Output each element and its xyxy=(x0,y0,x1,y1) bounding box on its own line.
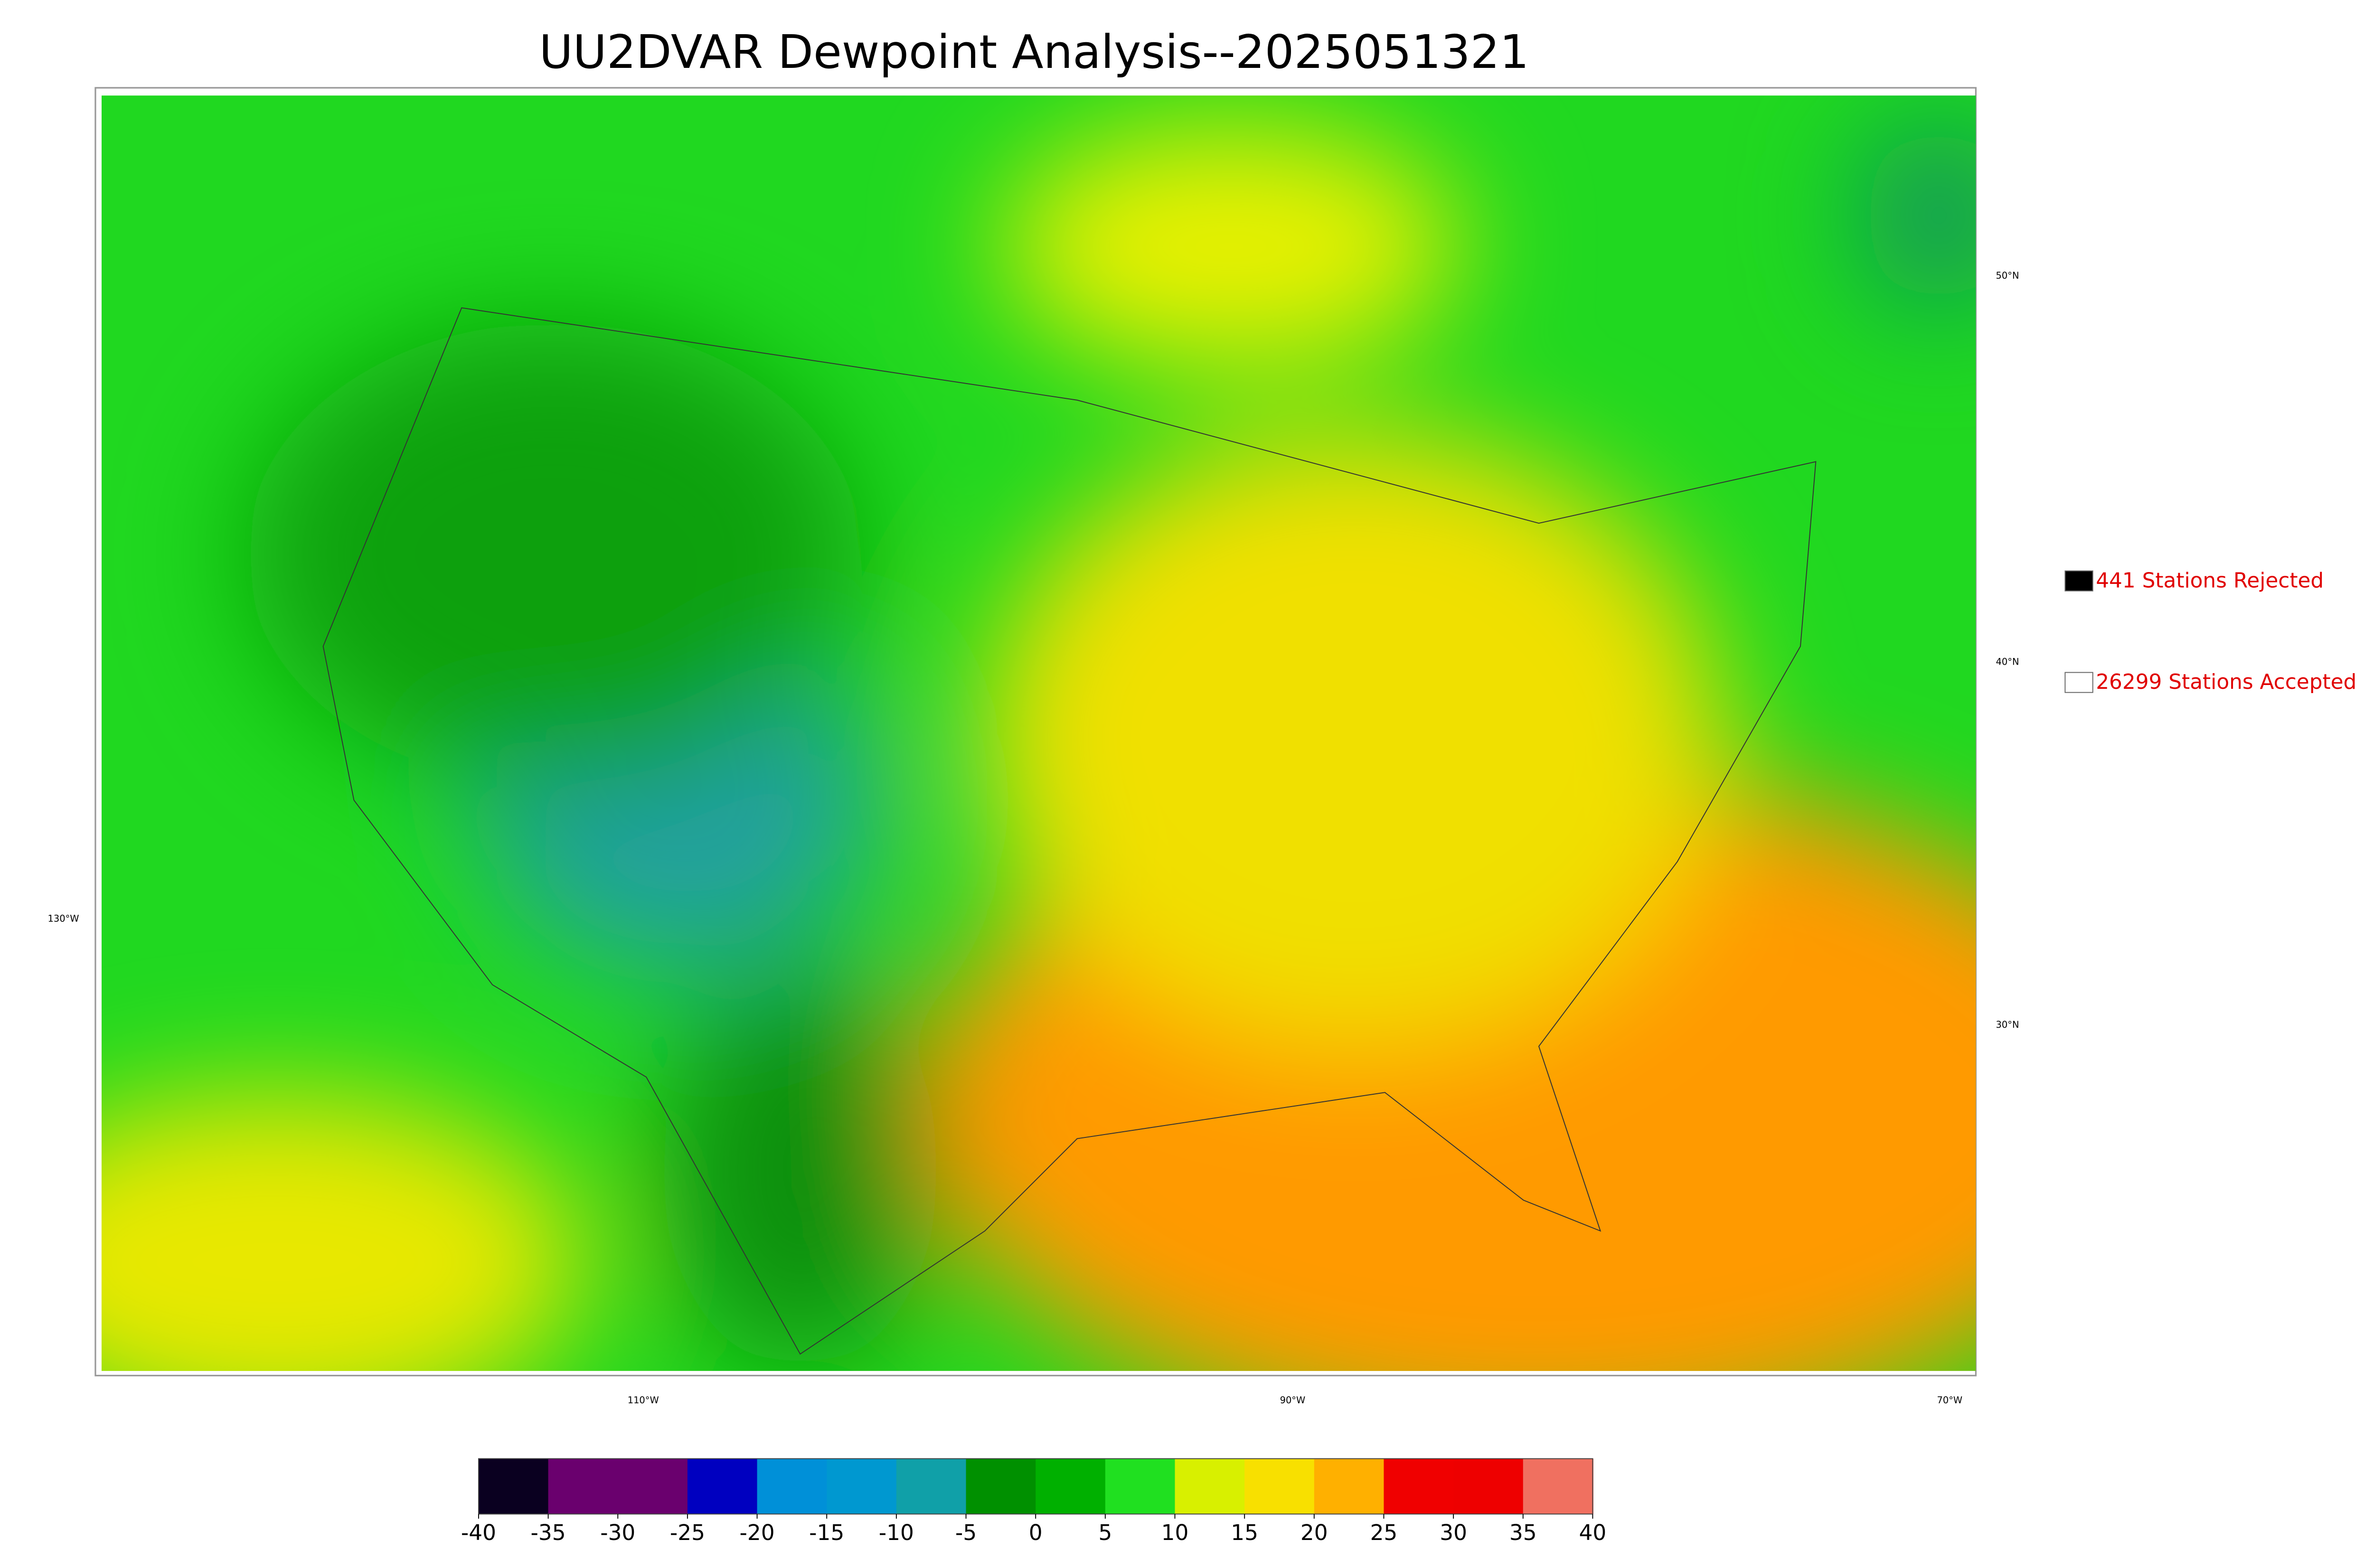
legend-label: 26299 Stations Accepted xyxy=(2096,670,2356,694)
lat-label: 50°N xyxy=(1996,270,2019,281)
colorbar-tick-label: 10 xyxy=(1161,1520,1189,1545)
colorbar-segment xyxy=(687,1458,758,1514)
colorbar-segment xyxy=(1244,1458,1315,1514)
legend-swatch xyxy=(2064,672,2093,693)
colorbar-segment xyxy=(1384,1458,1454,1514)
colorbar-tick-label: 5 xyxy=(1098,1520,1112,1545)
map-field xyxy=(101,95,1976,1371)
colorbar-tick-label: 20 xyxy=(1300,1520,1328,1545)
lon-label: 70°W xyxy=(1937,1395,1962,1406)
colorbar-segment xyxy=(966,1458,1036,1514)
colorbar-tick-label: -15 xyxy=(809,1520,844,1545)
colorbar-segment xyxy=(478,1458,549,1514)
colorbar-tick-label: 0 xyxy=(1029,1520,1043,1545)
title: UU2DVAR Dewpoint Analysis--2025051321 xyxy=(539,25,1529,79)
colorbar-tick-label: -35 xyxy=(531,1520,566,1545)
colorbar-segment xyxy=(757,1458,828,1514)
colorbar-segment xyxy=(548,1458,619,1514)
colorbar-segment xyxy=(1036,1458,1106,1514)
colorbar: -40 -35 -30 -25 -20 -15 -10 -5 0 5 10 15 20 25 30 35 40 xyxy=(461,1458,1607,1545)
colorbar-tick-label: 35 xyxy=(1509,1520,1537,1545)
colorbar-tick-label: -20 xyxy=(740,1520,775,1545)
colorbar-tick-label: -40 xyxy=(461,1520,496,1545)
colorbar-tick-label: -10 xyxy=(879,1520,914,1545)
colorbar-segment xyxy=(1314,1458,1385,1514)
colorbar-segment xyxy=(1105,1458,1176,1514)
colorbar-tick-label: -5 xyxy=(955,1520,977,1545)
colorbar-tick-label: 15 xyxy=(1231,1520,1258,1545)
colorbar-tick-label: -25 xyxy=(670,1520,705,1545)
lat-label: 30°N xyxy=(1996,1019,2019,1030)
colorbar-segment xyxy=(618,1458,688,1514)
colorbar-tick-label: 25 xyxy=(1370,1520,1398,1545)
colorbar-tick-label: 30 xyxy=(1440,1520,1467,1545)
colorbar-segment xyxy=(896,1458,967,1514)
lon-label: 110°W xyxy=(628,1395,659,1406)
colorbar-segment xyxy=(827,1458,897,1514)
colorbar-segment xyxy=(1175,1458,1245,1514)
legend-swatch xyxy=(2064,570,2093,592)
colorbar-tick-label: 40 xyxy=(1579,1520,1607,1545)
legend: 441 Stations Rejected 26299 Stations Acce… xyxy=(2064,568,2356,694)
lat-label: 40°N xyxy=(1996,656,2019,667)
colorbar-segment xyxy=(1523,1458,1594,1514)
colorbar-segment xyxy=(1453,1458,1524,1514)
lon-label: 130°W xyxy=(47,913,79,924)
lon-label: 90°W xyxy=(1280,1395,1306,1406)
legend-label: 441 Stations Rejected xyxy=(2096,568,2324,592)
colorbar-tick-label: -30 xyxy=(600,1520,635,1545)
